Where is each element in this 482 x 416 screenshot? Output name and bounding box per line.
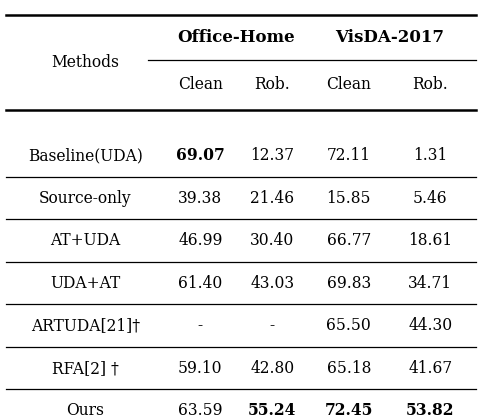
Text: 69.07: 69.07 (176, 147, 225, 164)
Text: -: - (269, 317, 275, 334)
Text: VisDA-2017: VisDA-2017 (335, 29, 444, 46)
Text: 43.03: 43.03 (250, 275, 294, 292)
Text: 42.80: 42.80 (250, 360, 294, 377)
Text: RFA[2] †: RFA[2] † (52, 360, 119, 377)
Text: 72.11: 72.11 (327, 147, 371, 164)
Text: 18.61: 18.61 (408, 232, 452, 249)
Text: 72.45: 72.45 (325, 402, 373, 416)
Text: Office-Home: Office-Home (177, 29, 295, 46)
Text: Rob.: Rob. (413, 77, 448, 94)
Text: 44.30: 44.30 (408, 317, 452, 334)
Text: Ours: Ours (67, 402, 104, 416)
Text: 46.99: 46.99 (178, 232, 223, 249)
Text: 69.83: 69.83 (327, 275, 371, 292)
Text: 59.10: 59.10 (178, 360, 223, 377)
Text: Baseline(UDA): Baseline(UDA) (28, 147, 143, 164)
Text: 15.85: 15.85 (327, 190, 371, 207)
Text: Rob.: Rob. (254, 77, 290, 94)
Text: 34.71: 34.71 (408, 275, 452, 292)
Text: UDA+AT: UDA+AT (50, 275, 121, 292)
Text: 39.38: 39.38 (178, 190, 222, 207)
Text: 65.18: 65.18 (327, 360, 371, 377)
Text: 63.59: 63.59 (178, 402, 223, 416)
Text: ARTUDA[21]†: ARTUDA[21]† (31, 317, 140, 334)
Text: 12.37: 12.37 (250, 147, 294, 164)
Text: 1.31: 1.31 (413, 147, 447, 164)
Text: 41.67: 41.67 (408, 360, 452, 377)
Text: 55.24: 55.24 (248, 402, 296, 416)
Text: 61.40: 61.40 (178, 275, 222, 292)
Text: 5.46: 5.46 (413, 190, 448, 207)
Text: 30.40: 30.40 (250, 232, 295, 249)
Text: Source-only: Source-only (39, 190, 132, 207)
Text: Clean: Clean (326, 77, 371, 94)
Text: Clean: Clean (178, 77, 223, 94)
Text: 53.82: 53.82 (406, 402, 455, 416)
Text: AT+UDA: AT+UDA (50, 232, 121, 249)
Text: -: - (198, 317, 203, 334)
Text: 66.77: 66.77 (327, 232, 371, 249)
Text: 21.46: 21.46 (250, 190, 294, 207)
Text: Methods: Methods (51, 54, 119, 71)
Text: 65.50: 65.50 (326, 317, 371, 334)
